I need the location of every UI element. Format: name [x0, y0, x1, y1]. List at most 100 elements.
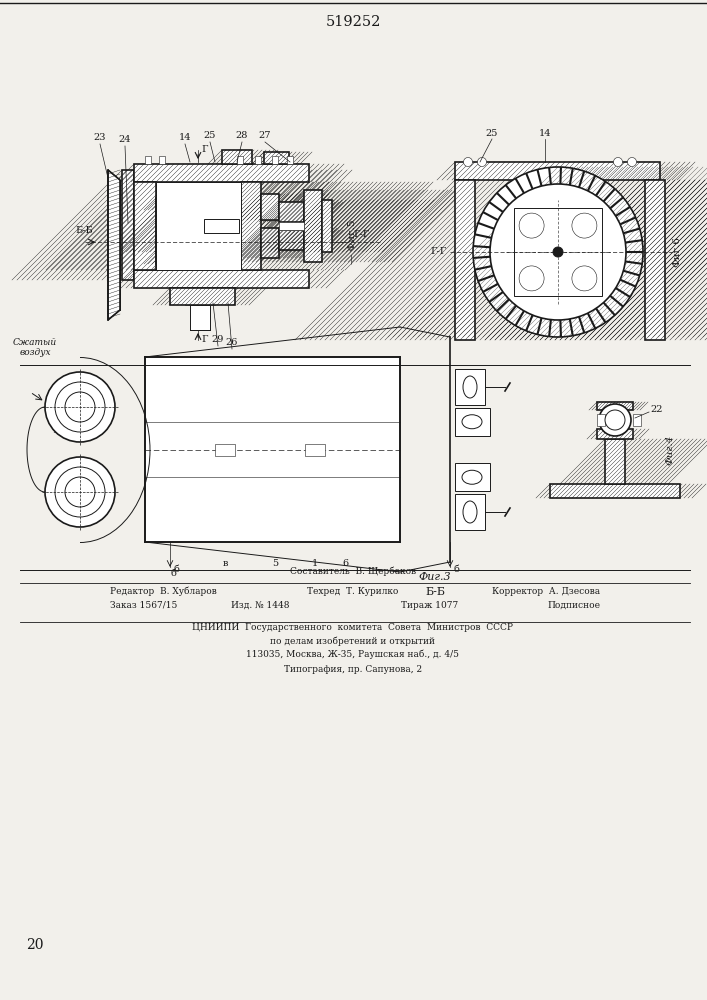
Ellipse shape — [463, 376, 477, 398]
Bar — [156, 252, 204, 264]
Text: б: б — [453, 566, 459, 574]
Circle shape — [45, 457, 115, 527]
Bar — [156, 198, 204, 210]
Bar — [255, 156, 261, 164]
Text: Редактор  В. Хубларов: Редактор В. Хубларов — [110, 586, 217, 596]
Bar — [134, 270, 309, 288]
Text: по делам изобретений и открытий: по делам изобретений и открытий — [271, 636, 436, 646]
Text: ЦНИИПИ  Государственного  комитета  Совета  Министров  СССР: ЦНИИПИ Государственного комитета Совета … — [192, 624, 513, 633]
Circle shape — [605, 410, 625, 430]
Text: Б-Б: Б-Б — [75, 226, 93, 235]
Text: 26: 26 — [226, 338, 238, 347]
Circle shape — [473, 167, 643, 337]
Text: 28: 28 — [236, 131, 248, 140]
Text: 20: 20 — [26, 938, 44, 952]
Text: 24: 24 — [119, 135, 132, 144]
Text: 14: 14 — [179, 133, 192, 142]
Text: Б-Б: Б-Б — [425, 587, 445, 597]
Circle shape — [65, 392, 95, 422]
Bar — [322, 200, 332, 252]
Bar — [633, 414, 641, 426]
Bar — [514, 208, 602, 296]
Polygon shape — [108, 170, 120, 320]
Bar — [204, 219, 239, 233]
Text: Техред  Т. Курилко: Техред Т. Курилко — [308, 586, 399, 595]
Bar — [215, 444, 235, 456]
Text: Вид А: Вид А — [53, 425, 87, 435]
Bar — [156, 182, 241, 270]
Text: Корректор  А. Дзесова: Корректор А. Дзесова — [492, 586, 600, 595]
Bar — [455, 180, 475, 340]
Text: 22: 22 — [650, 406, 662, 414]
Bar — [170, 288, 235, 305]
Text: Сжатый
воздух: Сжатый воздух — [13, 338, 57, 357]
Circle shape — [490, 184, 626, 320]
Circle shape — [65, 477, 95, 507]
Bar — [279, 230, 304, 250]
Text: Г: Г — [201, 336, 207, 344]
Bar — [156, 210, 168, 252]
Text: Г-Г: Г-Г — [431, 247, 447, 256]
Bar — [597, 429, 633, 439]
Bar — [190, 305, 210, 330]
Bar — [65, 462, 80, 522]
Ellipse shape — [462, 415, 482, 429]
Text: Г-Г: Г-Г — [354, 230, 370, 239]
Bar — [264, 152, 289, 164]
Text: 25: 25 — [486, 129, 498, 138]
Text: Подписное: Подписное — [547, 600, 600, 609]
Text: 27: 27 — [259, 131, 271, 140]
Bar — [134, 182, 156, 270]
Text: Г: Г — [201, 145, 207, 154]
Bar — [287, 156, 293, 164]
Text: Заказ 1567/15: Заказ 1567/15 — [110, 600, 177, 609]
Text: Изд. № 1448: Изд. № 1448 — [230, 600, 289, 609]
Ellipse shape — [463, 501, 477, 523]
Bar — [261, 194, 279, 220]
Bar — [605, 439, 625, 484]
Bar — [204, 233, 239, 247]
Bar — [597, 402, 633, 410]
Bar — [241, 182, 261, 270]
Circle shape — [464, 157, 472, 166]
Text: 25: 25 — [204, 131, 216, 140]
Bar — [305, 444, 325, 456]
Text: 23: 23 — [94, 133, 106, 142]
Text: б: б — [173, 566, 179, 574]
Text: б: б — [170, 570, 176, 578]
Text: 6: 6 — [342, 560, 348, 568]
Text: 1: 1 — [312, 560, 318, 568]
Circle shape — [55, 382, 105, 432]
Circle shape — [45, 372, 115, 442]
Circle shape — [614, 157, 622, 166]
Bar — [645, 180, 665, 340]
Bar — [204, 205, 239, 219]
Bar — [455, 494, 485, 530]
Bar — [261, 228, 279, 258]
Text: 5: 5 — [272, 560, 278, 568]
Text: Фиг.4: Фиг.4 — [665, 435, 674, 465]
Bar — [145, 357, 400, 542]
Circle shape — [55, 467, 105, 517]
Bar — [279, 202, 304, 222]
Ellipse shape — [462, 470, 482, 484]
Bar — [159, 156, 165, 164]
Text: Типография, пр. Сапунова, 2: Типография, пр. Сапунова, 2 — [284, 666, 422, 674]
Bar — [65, 377, 80, 437]
Text: 113035, Москва, Ж-35, Раушская наб., д. 4/5: 113035, Москва, Ж-35, Раушская наб., д. … — [247, 649, 460, 659]
Bar — [272, 156, 278, 164]
Text: в: в — [222, 560, 228, 568]
Bar — [122, 170, 134, 280]
Text: — Фиг.5: — Фиг.5 — [348, 220, 357, 264]
Text: Составитель  В. Щербаков: Составитель В. Щербаков — [290, 566, 416, 576]
Circle shape — [599, 404, 631, 436]
Text: Тираж 1077: Тираж 1077 — [402, 600, 459, 609]
Bar — [597, 414, 605, 426]
Circle shape — [553, 247, 563, 257]
Bar — [134, 164, 309, 182]
Bar — [455, 369, 485, 405]
Bar — [279, 222, 304, 230]
Bar — [455, 463, 490, 491]
Bar — [237, 156, 243, 164]
Text: Фиг.6: Фиг.6 — [672, 237, 681, 267]
